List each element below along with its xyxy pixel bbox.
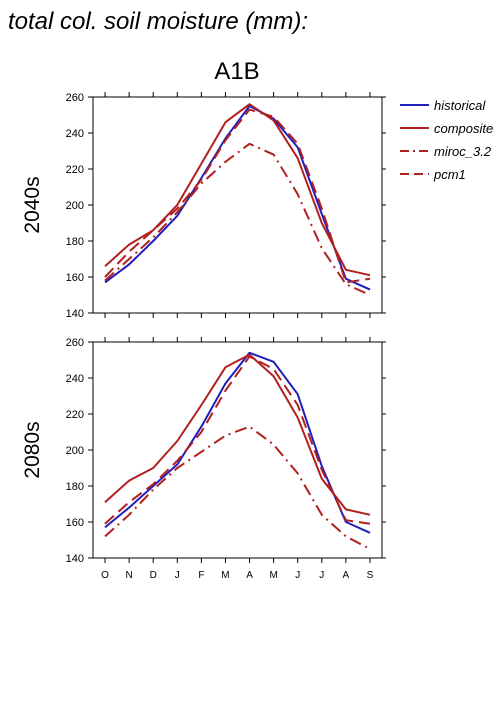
scenario-title: A1B (214, 58, 259, 85)
legend: historical composite miroc_3.2 pcm1 (400, 98, 493, 182)
series-line-composite (104, 353, 371, 516)
series-line-historical (104, 105, 371, 291)
y-tick-label: 220 (66, 164, 84, 176)
x-tick-label: O (101, 570, 109, 581)
panel-2080s: 140 160 180 200 220 240 260 O N D J F M A M J J A S 2080s (21, 337, 386, 581)
legend-label-composite: composite (434, 121, 493, 136)
panel-2040s: 140 160 180 200 220 240 260 2040s (21, 92, 386, 320)
y-tick-label: 200 (66, 200, 84, 212)
x-tick-label: J (175, 570, 180, 581)
x-tick-label: A (246, 570, 253, 581)
series-line-miroc_3.2 (104, 142, 371, 296)
y-tick-label: 240 (66, 373, 84, 385)
x-tick-label: M (269, 570, 277, 581)
plot-frame (92, 96, 383, 314)
y-tick-label: 180 (66, 236, 84, 248)
x-tick-label: S (367, 570, 374, 581)
legend-label-miroc_3.2: miroc_3.2 (434, 144, 492, 159)
y-tick-label: 160 (66, 272, 84, 284)
period-label: 2040s (21, 176, 44, 233)
series-line-historical (104, 351, 371, 534)
x-tick-label: J (319, 570, 324, 581)
y-tick-label: 140 (66, 308, 84, 320)
x-tick-label: M (221, 570, 229, 581)
series-line-miroc_3.2 (104, 425, 371, 550)
series-line-pcm1 (104, 108, 371, 284)
x-tick-label: D (150, 570, 157, 581)
legend-label-historical: historical (434, 98, 486, 113)
y-tick-label: 220 (66, 409, 84, 421)
y-tick-label: 140 (66, 553, 84, 565)
chart-panels: 140 160 180 200 220 240 260 2040s 140 160 180 200 22… (21, 92, 386, 581)
y-tick-label: 260 (66, 337, 84, 349)
x-tick-label: J (295, 570, 300, 581)
x-tick-label: F (198, 570, 204, 581)
y-tick-label: 180 (66, 481, 84, 493)
y-tick-label: 200 (66, 445, 84, 457)
y-tick-label: 160 (66, 517, 84, 529)
y-tick-label: 260 (66, 92, 84, 104)
series-line-pcm1 (104, 355, 371, 525)
period-label: 2080s (21, 421, 44, 478)
y-tick-label: 240 (66, 128, 84, 140)
legend-label-pcm1: pcm1 (433, 167, 466, 182)
chart-title: total col. soil moisture (mm): (8, 8, 308, 35)
x-tick-label: N (126, 570, 133, 581)
x-tick-label: A (343, 570, 350, 581)
